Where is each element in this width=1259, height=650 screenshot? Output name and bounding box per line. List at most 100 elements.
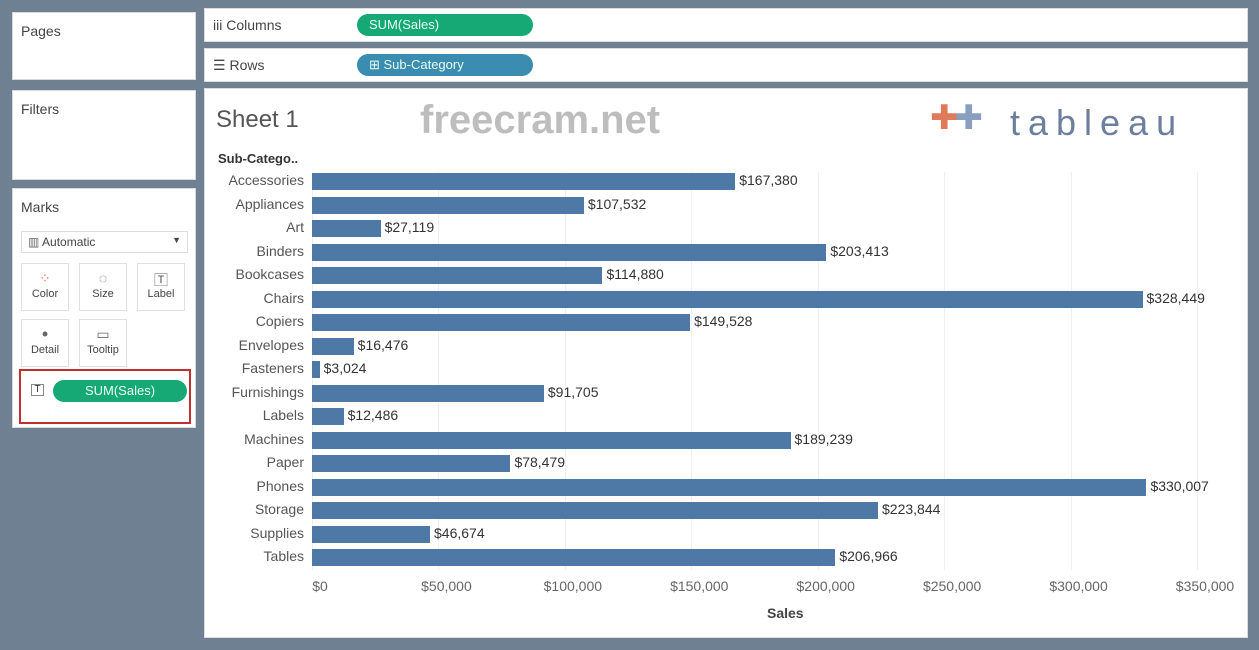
gridline bbox=[438, 172, 440, 570]
value-label: $12,486 bbox=[347, 407, 399, 423]
bar-chart-icon: ▥ bbox=[28, 235, 40, 249]
columns-label: iii Columns bbox=[213, 17, 353, 47]
value-label: $203,413 bbox=[830, 242, 889, 259]
bar[interactable] bbox=[312, 314, 691, 331]
bar[interactable] bbox=[312, 431, 791, 449]
bar[interactable] bbox=[312, 267, 603, 284]
category-label: Art bbox=[286, 219, 304, 235]
x-tick-label: $100,000 bbox=[543, 578, 603, 594]
value-label: $91,705 bbox=[547, 383, 599, 400]
value-label: $328,449 bbox=[1146, 289, 1205, 306]
bar[interactable] bbox=[312, 549, 836, 566]
x-tick-label: $0 bbox=[312, 578, 328, 594]
size-card[interactable]: ◌ Size bbox=[79, 263, 127, 311]
rows-shelf: ☰ Rows ⊞ Sub-Category bbox=[204, 48, 1248, 82]
size-icon: ◌ bbox=[98, 270, 108, 286]
bar[interactable] bbox=[312, 455, 511, 472]
category-label: Phones bbox=[256, 477, 304, 494]
bar[interactable] bbox=[312, 243, 827, 261]
marks-title: Marks bbox=[21, 199, 60, 215]
bar[interactable] bbox=[312, 220, 381, 237]
rows-sub-category-pill[interactable]: ⊞ Sub-Category bbox=[357, 54, 533, 76]
rows-icon: ☰ bbox=[213, 57, 230, 73]
category-label: Bookcases bbox=[235, 266, 304, 282]
tooltip-icon: ▭ bbox=[96, 326, 110, 342]
value-label: $16,476 bbox=[357, 336, 409, 353]
label-icon: 🅃 bbox=[154, 272, 168, 288]
category-label: Storage bbox=[254, 501, 304, 517]
category-label: Labels bbox=[262, 407, 304, 423]
category-label: Supplies bbox=[250, 524, 304, 541]
category-label: Furnishings bbox=[231, 383, 304, 400]
text-icon: T bbox=[31, 384, 44, 396]
filters-panel[interactable]: Filters bbox=[12, 90, 196, 180]
bar[interactable] bbox=[312, 196, 584, 214]
sheet-title: Sheet 1 bbox=[216, 106, 299, 133]
category-label: Tables bbox=[263, 548, 304, 564]
tooltip-label: Tooltip bbox=[87, 344, 119, 356]
value-label: $206,966 bbox=[839, 548, 898, 564]
mark-type-dropdown[interactable]: ▥ Automatic ▼ bbox=[21, 231, 188, 253]
color-label: Color bbox=[31, 288, 59, 300]
bar[interactable] bbox=[312, 408, 344, 425]
x-axis-title: Sales bbox=[767, 605, 804, 621]
value-label: $107,532 bbox=[587, 195, 647, 212]
category-label: Fasteners bbox=[241, 360, 304, 376]
color-card[interactable]: ⁘ Color bbox=[21, 263, 69, 311]
gridline bbox=[691, 172, 693, 570]
category-label: Binders bbox=[256, 242, 304, 259]
value-label: $149,528 bbox=[694, 313, 753, 329]
bar[interactable] bbox=[312, 361, 320, 378]
rows-text: Rows bbox=[229, 57, 265, 73]
bar[interactable] bbox=[312, 173, 736, 190]
label-card[interactable]: 🅃 Label bbox=[137, 263, 185, 311]
mark-type-value: Automatic bbox=[42, 235, 96, 249]
columns-icon: iii bbox=[213, 17, 227, 33]
x-tick-label: $50,000 bbox=[421, 578, 472, 594]
value-label: $330,007 bbox=[1150, 477, 1209, 494]
x-tick-label: $300,000 bbox=[1049, 578, 1108, 594]
gridline bbox=[1070, 172, 1072, 570]
color-icon: ⁘ bbox=[39, 270, 51, 286]
x-tick-label: $200,000 bbox=[796, 578, 855, 594]
size-label: Size bbox=[92, 288, 114, 300]
detail-card[interactable]: ꔷ Detail bbox=[21, 319, 69, 367]
tooltip-card[interactable]: ▭ Tooltip bbox=[79, 319, 127, 367]
value-label: $223,844 bbox=[882, 501, 941, 517]
columns-shelf: iii Columns SUM(Sales) bbox=[204, 8, 1248, 42]
value-label: $27,119 bbox=[384, 219, 435, 235]
gridline bbox=[944, 172, 946, 570]
value-label: $46,674 bbox=[434, 524, 485, 541]
value-label: $3,024 bbox=[323, 360, 367, 376]
category-label: Envelopes bbox=[238, 336, 304, 353]
rows-label: ☰ Rows bbox=[213, 57, 353, 87]
columns-sum-sales-pill[interactable]: SUM(Sales) bbox=[357, 14, 533, 36]
x-tick-label: $250,000 bbox=[922, 578, 982, 594]
bar[interactable] bbox=[312, 384, 544, 402]
category-label: Accessories bbox=[228, 172, 304, 188]
value-label: $167,380 bbox=[739, 172, 798, 188]
value-label: $189,239 bbox=[794, 430, 853, 447]
expand-icon: ⊞ bbox=[369, 57, 384, 72]
label-field-highlight: T SUM(Sales) bbox=[19, 369, 191, 424]
detail-label: Detail bbox=[30, 344, 60, 356]
bar[interactable] bbox=[312, 478, 1147, 496]
marks-panel: Marks ▥ Automatic ▼ ⁘ Color ◌ Size 🅃 Label … bbox=[12, 188, 196, 428]
category-label: Appliances bbox=[235, 195, 305, 212]
bar[interactable] bbox=[312, 502, 878, 519]
value-label: $114,880 bbox=[606, 266, 664, 282]
bar[interactable] bbox=[312, 337, 354, 355]
chevron-down-icon: ▼ bbox=[172, 235, 181, 245]
row-header: Sub-Catego.. bbox=[218, 151, 299, 166]
pages-panel: Pages bbox=[12, 12, 196, 80]
category-label: Machines bbox=[244, 430, 304, 447]
gridline bbox=[1197, 172, 1198, 570]
label-label: Label bbox=[147, 288, 175, 300]
filters-title: Filters bbox=[21, 101, 60, 117]
sum-sales-label-pill[interactable]: SUM(Sales) bbox=[53, 380, 187, 402]
bar[interactable] bbox=[312, 290, 1143, 308]
category-label: Copiers bbox=[255, 313, 304, 329]
detail-icon: ꔷ bbox=[41, 326, 49, 342]
columns-text: Columns bbox=[226, 17, 282, 33]
bar[interactable] bbox=[312, 525, 431, 543]
